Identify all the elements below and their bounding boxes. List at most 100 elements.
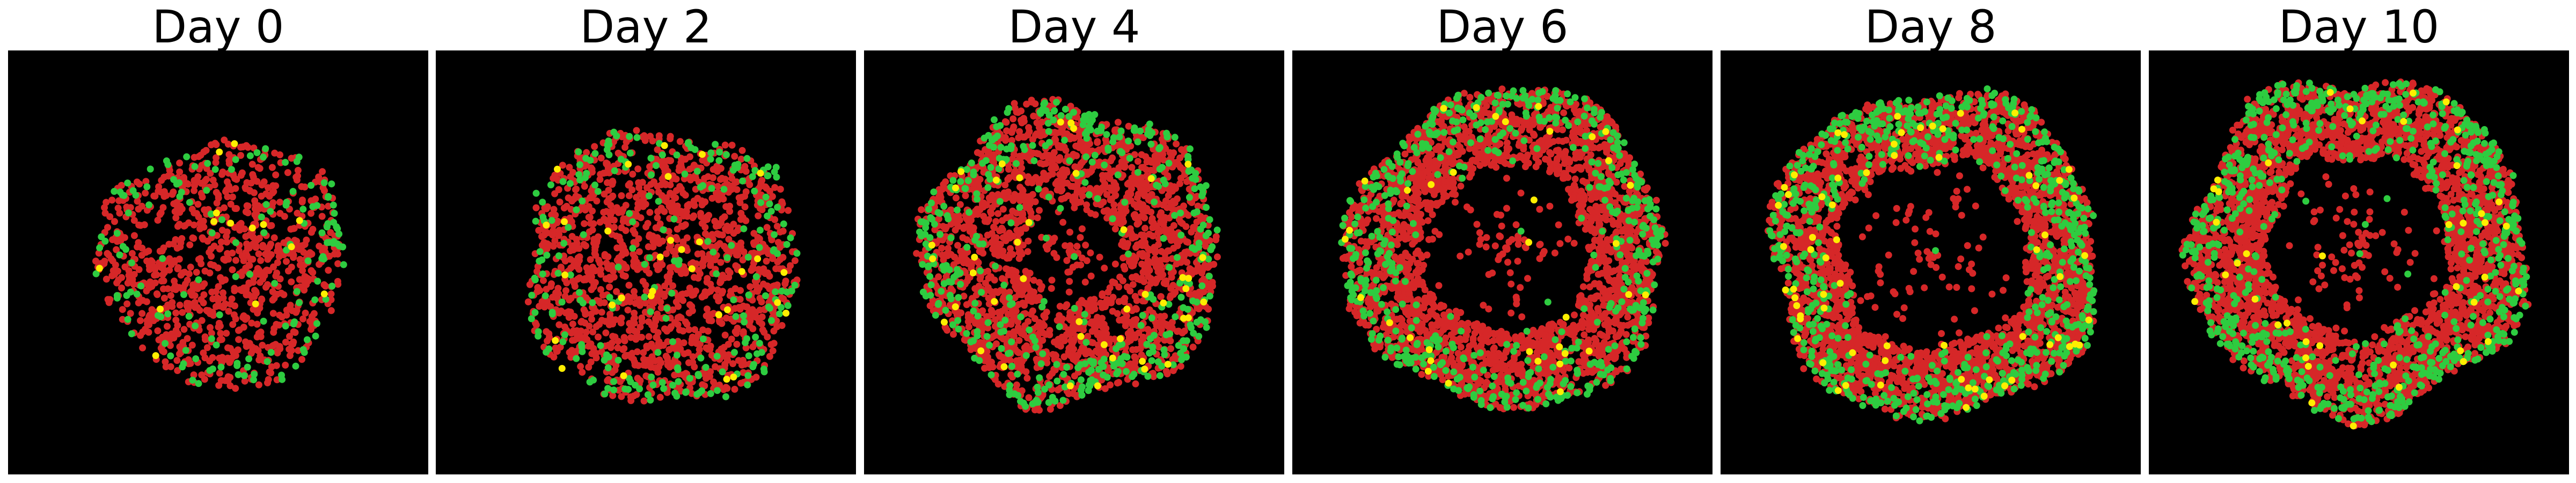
cell-dot	[1069, 314, 1077, 322]
cell-dot	[722, 225, 729, 232]
cell-dot	[245, 355, 253, 363]
cell-dot	[246, 152, 254, 159]
cell-dot	[327, 307, 335, 314]
cell-dot	[1015, 336, 1023, 344]
cell-dot	[122, 246, 129, 253]
cell-dot	[618, 133, 626, 141]
cell-dot	[314, 277, 321, 285]
cell-dot	[1194, 202, 1202, 210]
cell-dot	[1066, 229, 1073, 236]
cell-dot	[667, 135, 674, 142]
cell-dot	[1176, 180, 1183, 187]
cell-dot	[201, 177, 209, 185]
cell-dot	[670, 215, 678, 223]
cell-dot	[953, 194, 960, 202]
cell-dot	[560, 204, 568, 211]
cell-dot	[1052, 180, 1059, 187]
cell-dot	[720, 350, 727, 358]
cell-dot	[1138, 151, 1145, 158]
cell-dot	[634, 348, 641, 355]
cell-dot	[237, 143, 244, 151]
cell-scatter-plot	[524, 127, 801, 405]
cell-dot	[167, 292, 174, 299]
cell-dot	[223, 330, 230, 337]
cell-dot	[763, 224, 771, 231]
cell-dot	[695, 267, 702, 274]
cell-dot	[1053, 377, 1061, 385]
cell-dot	[583, 149, 590, 156]
cell-dot	[785, 207, 792, 214]
cell-dot	[303, 336, 311, 343]
cell-dot	[1009, 232, 1017, 240]
cell-dot	[674, 236, 681, 243]
cell-dot	[698, 294, 706, 301]
cell-dot	[1061, 194, 1069, 202]
cell-dot	[258, 295, 265, 303]
cell-dot	[727, 184, 734, 191]
cell-dot	[316, 243, 323, 250]
cell-dot	[618, 192, 625, 200]
cell-dot	[588, 286, 595, 294]
cell-dot	[601, 390, 609, 398]
cell-dot	[178, 188, 185, 196]
cell-dot	[764, 213, 771, 219]
cell-dot	[602, 329, 610, 336]
cell-dot	[139, 344, 147, 352]
cell-dot	[157, 262, 164, 269]
cell-dot	[650, 238, 657, 246]
cell-dot	[999, 252, 1007, 260]
cell-dot	[682, 318, 689, 326]
cell-dot	[265, 376, 272, 383]
cell-dot	[626, 149, 634, 157]
cell-dot	[737, 243, 744, 251]
cell-dot	[734, 263, 741, 270]
cell-dot	[158, 177, 165, 184]
cell-dot	[955, 325, 962, 333]
cell-dot	[273, 362, 280, 369]
cell-dot	[1019, 299, 1026, 307]
cell-dot	[266, 243, 273, 250]
cell-dot	[323, 223, 331, 231]
cell-dot	[125, 267, 133, 274]
cell-dot	[766, 353, 773, 360]
cell-dot	[606, 276, 614, 283]
cell-dot	[633, 213, 641, 220]
cell-dot	[942, 225, 949, 233]
cell-dot	[213, 199, 221, 207]
cell-dot	[547, 181, 554, 188]
cell-dot	[639, 179, 646, 186]
cell-dot	[1104, 288, 1112, 296]
cell-dot	[293, 306, 301, 314]
cell-dot	[124, 179, 131, 187]
cell-dot	[758, 313, 766, 320]
cell-dot	[253, 320, 261, 328]
cell-dot	[728, 175, 736, 182]
cell-dot	[928, 199, 935, 207]
cell-dot	[961, 223, 968, 231]
cell-dot	[1081, 279, 1089, 286]
cell-dot	[569, 320, 576, 328]
cell-dot	[629, 245, 636, 252]
cell-dot	[207, 210, 215, 218]
cell-dot	[276, 210, 284, 217]
cell-dot	[597, 286, 604, 293]
cell-dot	[1121, 295, 1129, 302]
cell-dot	[1160, 156, 1167, 164]
cell-dot	[704, 216, 711, 223]
cell-dot	[772, 265, 780, 273]
cell-dot	[728, 142, 736, 149]
cell-dot	[247, 255, 254, 263]
cell-dot	[271, 149, 279, 157]
cell-dot	[212, 159, 219, 166]
cell-dot	[1006, 357, 1014, 364]
cell-dot	[658, 379, 666, 386]
cell-dot	[111, 188, 118, 195]
cell-dot	[740, 312, 747, 319]
cell-dot	[276, 345, 284, 353]
cell-dot	[599, 291, 606, 299]
cell-dot	[942, 306, 949, 314]
cell-dot	[646, 359, 654, 367]
cell-dot	[113, 230, 121, 237]
cell-dot	[1128, 164, 1136, 171]
cell-dot	[1004, 266, 1011, 273]
